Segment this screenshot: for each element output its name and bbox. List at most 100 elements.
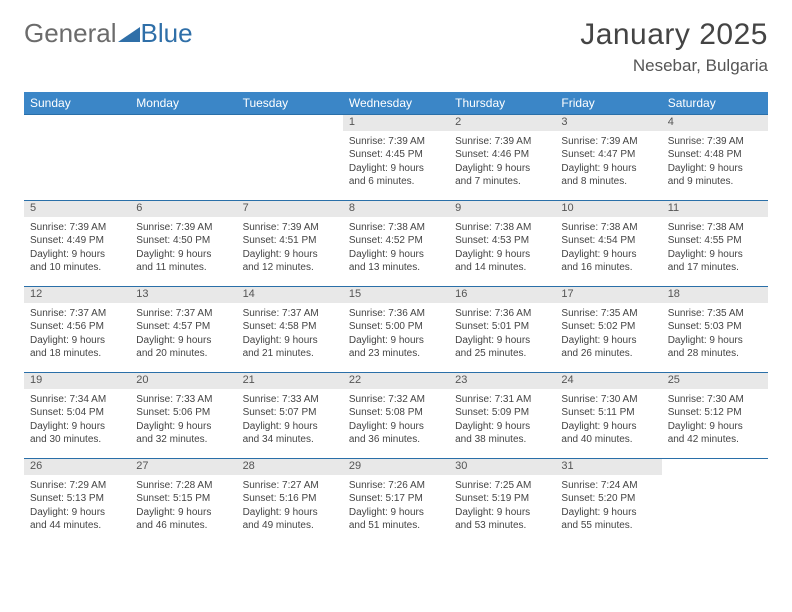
- day-number-cell: 14: [237, 287, 343, 303]
- sunrise-text: Sunrise: 7:35 AM: [668, 307, 762, 321]
- day-number-cell: 17: [555, 287, 661, 303]
- daylight-text: Daylight: 9 hours and 53 minutes.: [455, 506, 549, 533]
- day-number-row: 262728293031: [24, 459, 768, 475]
- sunrise-text: Sunrise: 7:35 AM: [561, 307, 655, 321]
- sunrise-text: Sunrise: 7:38 AM: [561, 221, 655, 235]
- page-title: January 2025: [580, 18, 768, 52]
- sunrise-text: Sunrise: 7:39 AM: [243, 221, 337, 235]
- sunrise-text: Sunrise: 7:37 AM: [136, 307, 230, 321]
- daylight-text: Daylight: 9 hours and 55 minutes.: [561, 506, 655, 533]
- sunset-text: Sunset: 5:19 PM: [455, 492, 549, 506]
- sunrise-text: Sunrise: 7:34 AM: [30, 393, 124, 407]
- sunset-text: Sunset: 4:52 PM: [349, 234, 443, 248]
- day-body-cell: Sunrise: 7:36 AMSunset: 5:00 PMDaylight:…: [343, 303, 449, 373]
- sunrise-text: Sunrise: 7:30 AM: [561, 393, 655, 407]
- day-number-row: 1234: [24, 115, 768, 131]
- weekday-header: Tuesday: [237, 92, 343, 115]
- day-body-cell: Sunrise: 7:39 AMSunset: 4:46 PMDaylight:…: [449, 131, 555, 201]
- sunrise-text: Sunrise: 7:38 AM: [455, 221, 549, 235]
- sunrise-text: Sunrise: 7:39 AM: [561, 135, 655, 149]
- day-body-cell: [237, 131, 343, 201]
- day-body-cell: [130, 131, 236, 201]
- daylight-text: Daylight: 9 hours and 10 minutes.: [30, 248, 124, 275]
- sunset-text: Sunset: 5:03 PM: [668, 320, 762, 334]
- weekday-header: Monday: [130, 92, 236, 115]
- day-number-cell: 4: [662, 115, 768, 131]
- daylight-text: Daylight: 9 hours and 46 minutes.: [136, 506, 230, 533]
- sunset-text: Sunset: 4:57 PM: [136, 320, 230, 334]
- day-body-cell: Sunrise: 7:36 AMSunset: 5:01 PMDaylight:…: [449, 303, 555, 373]
- day-number-row: 19202122232425: [24, 373, 768, 389]
- location-subtitle: Nesebar, Bulgaria: [580, 56, 768, 76]
- day-body-cell: Sunrise: 7:28 AMSunset: 5:15 PMDaylight:…: [130, 475, 236, 545]
- sunset-text: Sunset: 4:51 PM: [243, 234, 337, 248]
- day-body-row: Sunrise: 7:39 AMSunset: 4:49 PMDaylight:…: [24, 217, 768, 287]
- day-body-cell: [24, 131, 130, 201]
- sunrise-text: Sunrise: 7:39 AM: [455, 135, 549, 149]
- sunset-text: Sunset: 4:47 PM: [561, 148, 655, 162]
- day-number-cell: 7: [237, 201, 343, 217]
- day-body-cell: Sunrise: 7:33 AMSunset: 5:06 PMDaylight:…: [130, 389, 236, 459]
- day-body-cell: Sunrise: 7:38 AMSunset: 4:54 PMDaylight:…: [555, 217, 661, 287]
- sunrise-text: Sunrise: 7:38 AM: [349, 221, 443, 235]
- sunset-text: Sunset: 4:56 PM: [30, 320, 124, 334]
- day-body-cell: Sunrise: 7:31 AMSunset: 5:09 PMDaylight:…: [449, 389, 555, 459]
- day-body-row: Sunrise: 7:29 AMSunset: 5:13 PMDaylight:…: [24, 475, 768, 545]
- daylight-text: Daylight: 9 hours and 28 minutes.: [668, 334, 762, 361]
- day-number-cell: 30: [449, 459, 555, 475]
- daylight-text: Daylight: 9 hours and 42 minutes.: [668, 420, 762, 447]
- day-body-cell: Sunrise: 7:25 AMSunset: 5:19 PMDaylight:…: [449, 475, 555, 545]
- day-body-cell: Sunrise: 7:38 AMSunset: 4:52 PMDaylight:…: [343, 217, 449, 287]
- sunrise-text: Sunrise: 7:37 AM: [30, 307, 124, 321]
- day-body-cell: Sunrise: 7:39 AMSunset: 4:45 PMDaylight:…: [343, 131, 449, 201]
- daylight-text: Daylight: 9 hours and 13 minutes.: [349, 248, 443, 275]
- day-body-row: Sunrise: 7:39 AM Sunset: 4:45 PM Daylight:…: [24, 131, 768, 201]
- sunrise-text: Sunrise: 7:30 AM: [668, 393, 762, 407]
- sunset-text: Sunset: 5:08 PM: [349, 406, 443, 420]
- daylight-text: Daylight: 9 hours and 36 minutes.: [349, 420, 443, 447]
- brand-triangle-icon: [118, 18, 140, 49]
- day-body-cell: Sunrise: 7:34 AMSunset: 5:04 PMDaylight:…: [24, 389, 130, 459]
- daylight-text: Daylight: 9 hours and 8 minutes.: [561, 162, 655, 189]
- day-body-cell: Sunrise: 7:39 AMSunset: 4:47 PMDaylight:…: [555, 131, 661, 201]
- day-body-cell: Sunrise: 7:37 AMSunset: 4:58 PMDaylight:…: [237, 303, 343, 373]
- sunset-text: Sunset: 4:45 PM: [349, 148, 443, 162]
- day-number-cell: [237, 115, 343, 131]
- sunrise-text: Sunrise: 7:25 AM: [455, 479, 549, 493]
- calendar-table: SundayMondayTuesdayWednesdayThursdayFrid…: [24, 92, 768, 545]
- day-number-cell: 26: [24, 459, 130, 475]
- daylight-text: Daylight: 9 hours and 23 minutes.: [349, 334, 443, 361]
- sunset-text: Sunset: 5:17 PM: [349, 492, 443, 506]
- sunset-text: Sunset: 4:50 PM: [136, 234, 230, 248]
- sunset-text: Sunset: 4:55 PM: [668, 234, 762, 248]
- day-number-cell: 22: [343, 373, 449, 389]
- day-number-cell: 18: [662, 287, 768, 303]
- sunset-text: Sunset: 5:13 PM: [30, 492, 124, 506]
- day-number-cell: 1: [343, 115, 449, 131]
- day-number-cell: 24: [555, 373, 661, 389]
- day-number-cell: 10: [555, 201, 661, 217]
- sunrise-text: Sunrise: 7:27 AM: [243, 479, 337, 493]
- sunrise-text: Sunrise: 7:32 AM: [349, 393, 443, 407]
- day-body-cell: Sunrise: 7:24 AMSunset: 5:20 PMDaylight:…: [555, 475, 661, 545]
- sunset-text: Sunset: 5:15 PM: [136, 492, 230, 506]
- daylight-text: Daylight: 9 hours and 25 minutes.: [455, 334, 549, 361]
- sunrise-text: Sunrise: 7:36 AM: [455, 307, 549, 321]
- day-number-cell: 16: [449, 287, 555, 303]
- day-body-cell: Sunrise: 7:33 AMSunset: 5:07 PMDaylight:…: [237, 389, 343, 459]
- sunrise-text: Sunrise: 7:39 AM: [136, 221, 230, 235]
- day-number-cell: 20: [130, 373, 236, 389]
- day-body-cell: Sunrise: 7:30 AMSunset: 5:12 PMDaylight:…: [662, 389, 768, 459]
- sunrise-text: Sunrise: 7:26 AM: [349, 479, 443, 493]
- day-number-cell: 23: [449, 373, 555, 389]
- day-number-row: 567891011: [24, 201, 768, 217]
- sunset-text: Sunset: 5:11 PM: [561, 406, 655, 420]
- day-number-cell: 19: [24, 373, 130, 389]
- sunrise-text: Sunrise: 7:33 AM: [136, 393, 230, 407]
- day-body-cell: Sunrise: 7:35 AMSunset: 5:02 PMDaylight:…: [555, 303, 661, 373]
- day-number-cell: 6: [130, 201, 236, 217]
- sunset-text: Sunset: 5:12 PM: [668, 406, 762, 420]
- weekday-header-row: SundayMondayTuesdayWednesdayThursdayFrid…: [24, 92, 768, 115]
- brand-part1: General: [24, 18, 117, 49]
- sunset-text: Sunset: 5:06 PM: [136, 406, 230, 420]
